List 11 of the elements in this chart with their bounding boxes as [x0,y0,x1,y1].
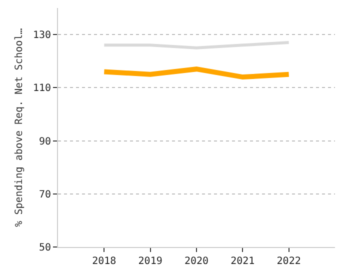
x-tick-label: 2020 [184,256,209,267]
y-tick-label: 130 [32,30,51,42]
y-tick-label: 110 [32,83,51,94]
y-tick-label: 90 [38,136,51,148]
y-axis-title: % Spending above Req. Net School… [14,28,25,227]
y-tick-label: 70 [38,189,51,200]
x-tick-label: 2021 [230,256,255,267]
y-tick-label: 50 [38,242,51,254]
x-tick-label: 2019 [138,256,162,267]
x-tick-label: 2018 [92,256,116,267]
x-tick-label: 2022 [276,256,301,267]
